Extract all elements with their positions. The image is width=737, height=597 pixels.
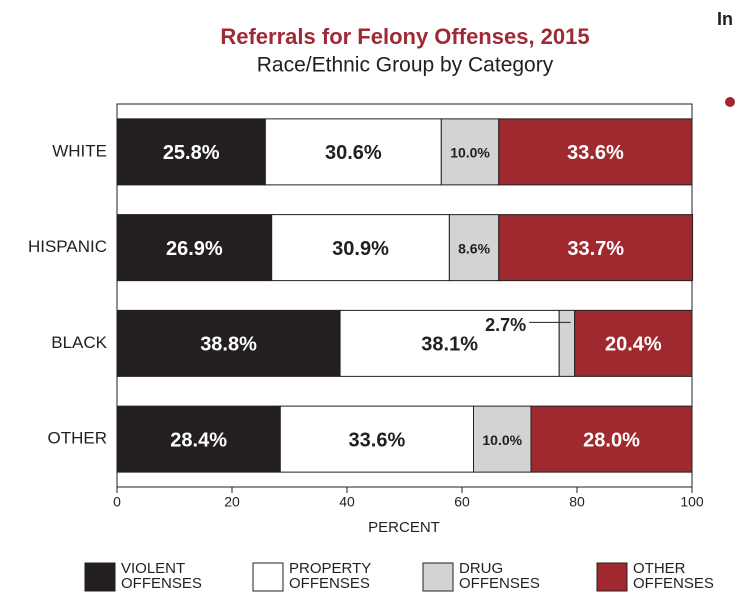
legend-swatch <box>252 562 284 592</box>
x-axis-label: PERCENT <box>368 519 440 536</box>
plot-frame <box>116 103 693 488</box>
value-label: 20.4% <box>605 334 662 356</box>
bar-segment <box>116 214 273 282</box>
value-label: 25.8% <box>163 142 220 164</box>
x-tick-label: 40 <box>339 494 355 510</box>
x-tick-label: 0 <box>113 494 121 510</box>
value-label: 33.6% <box>349 429 406 451</box>
bar-segment <box>498 118 693 186</box>
value-label: 33.7% <box>567 238 624 260</box>
x-tick-label: 20 <box>224 494 240 510</box>
value-label: 10.0% <box>482 432 522 448</box>
legend-swatch <box>422 562 454 592</box>
y-tick-label: WHITE <box>52 141 107 160</box>
value-label: 8.6% <box>458 240 490 256</box>
bar-segment <box>264 118 442 186</box>
bar-segment <box>279 405 474 473</box>
bar-segment <box>339 309 560 377</box>
bar-segment <box>574 309 693 377</box>
x-tick-label: 100 <box>680 494 704 510</box>
value-label: 28.0% <box>583 429 640 451</box>
y-tick-label: BLACK <box>51 333 107 352</box>
bar-segment <box>271 214 450 282</box>
y-tick-label: OTHER <box>48 429 108 448</box>
legend-label: DRUG OFFENSES <box>459 560 540 592</box>
legend-swatch <box>84 562 116 592</box>
bar-segment <box>530 405 693 473</box>
side-heading: In <box>717 9 733 29</box>
value-label: 2.7% <box>485 315 526 335</box>
chart-title: Referrals for Felony Offenses, 2015 <box>220 24 589 49</box>
legend-label: OTHER OFFENSES <box>633 560 714 592</box>
legend-label: VIOLENT OFFENSES <box>121 560 202 592</box>
value-label: 38.1% <box>421 334 478 356</box>
value-label: 30.6% <box>325 142 382 164</box>
chart-subtitle: Race/Ethnic Group by Category <box>257 54 554 77</box>
legend-swatch <box>596 562 628 592</box>
x-tick-label: 80 <box>569 494 585 510</box>
bar-segment <box>116 118 266 186</box>
bullet <box>725 97 735 107</box>
value-label: 10.0% <box>450 145 490 161</box>
value-label: 28.4% <box>170 429 227 451</box>
bar-segment <box>116 309 341 377</box>
value-label: 33.6% <box>567 142 624 164</box>
legend-label: PROPERTY OFFENSES <box>289 560 371 592</box>
bar-segment <box>440 118 500 186</box>
x-tick-label: 60 <box>454 494 470 510</box>
bar-segment <box>558 309 576 377</box>
y-tick-label: HISPANIC <box>28 237 107 256</box>
value-label: 30.9% <box>332 238 389 260</box>
value-label: 38.8% <box>200 334 257 356</box>
value-label: 26.9% <box>166 238 223 260</box>
bar-segment <box>448 214 500 282</box>
bar-segment <box>116 405 281 473</box>
bar-segment <box>498 214 694 282</box>
